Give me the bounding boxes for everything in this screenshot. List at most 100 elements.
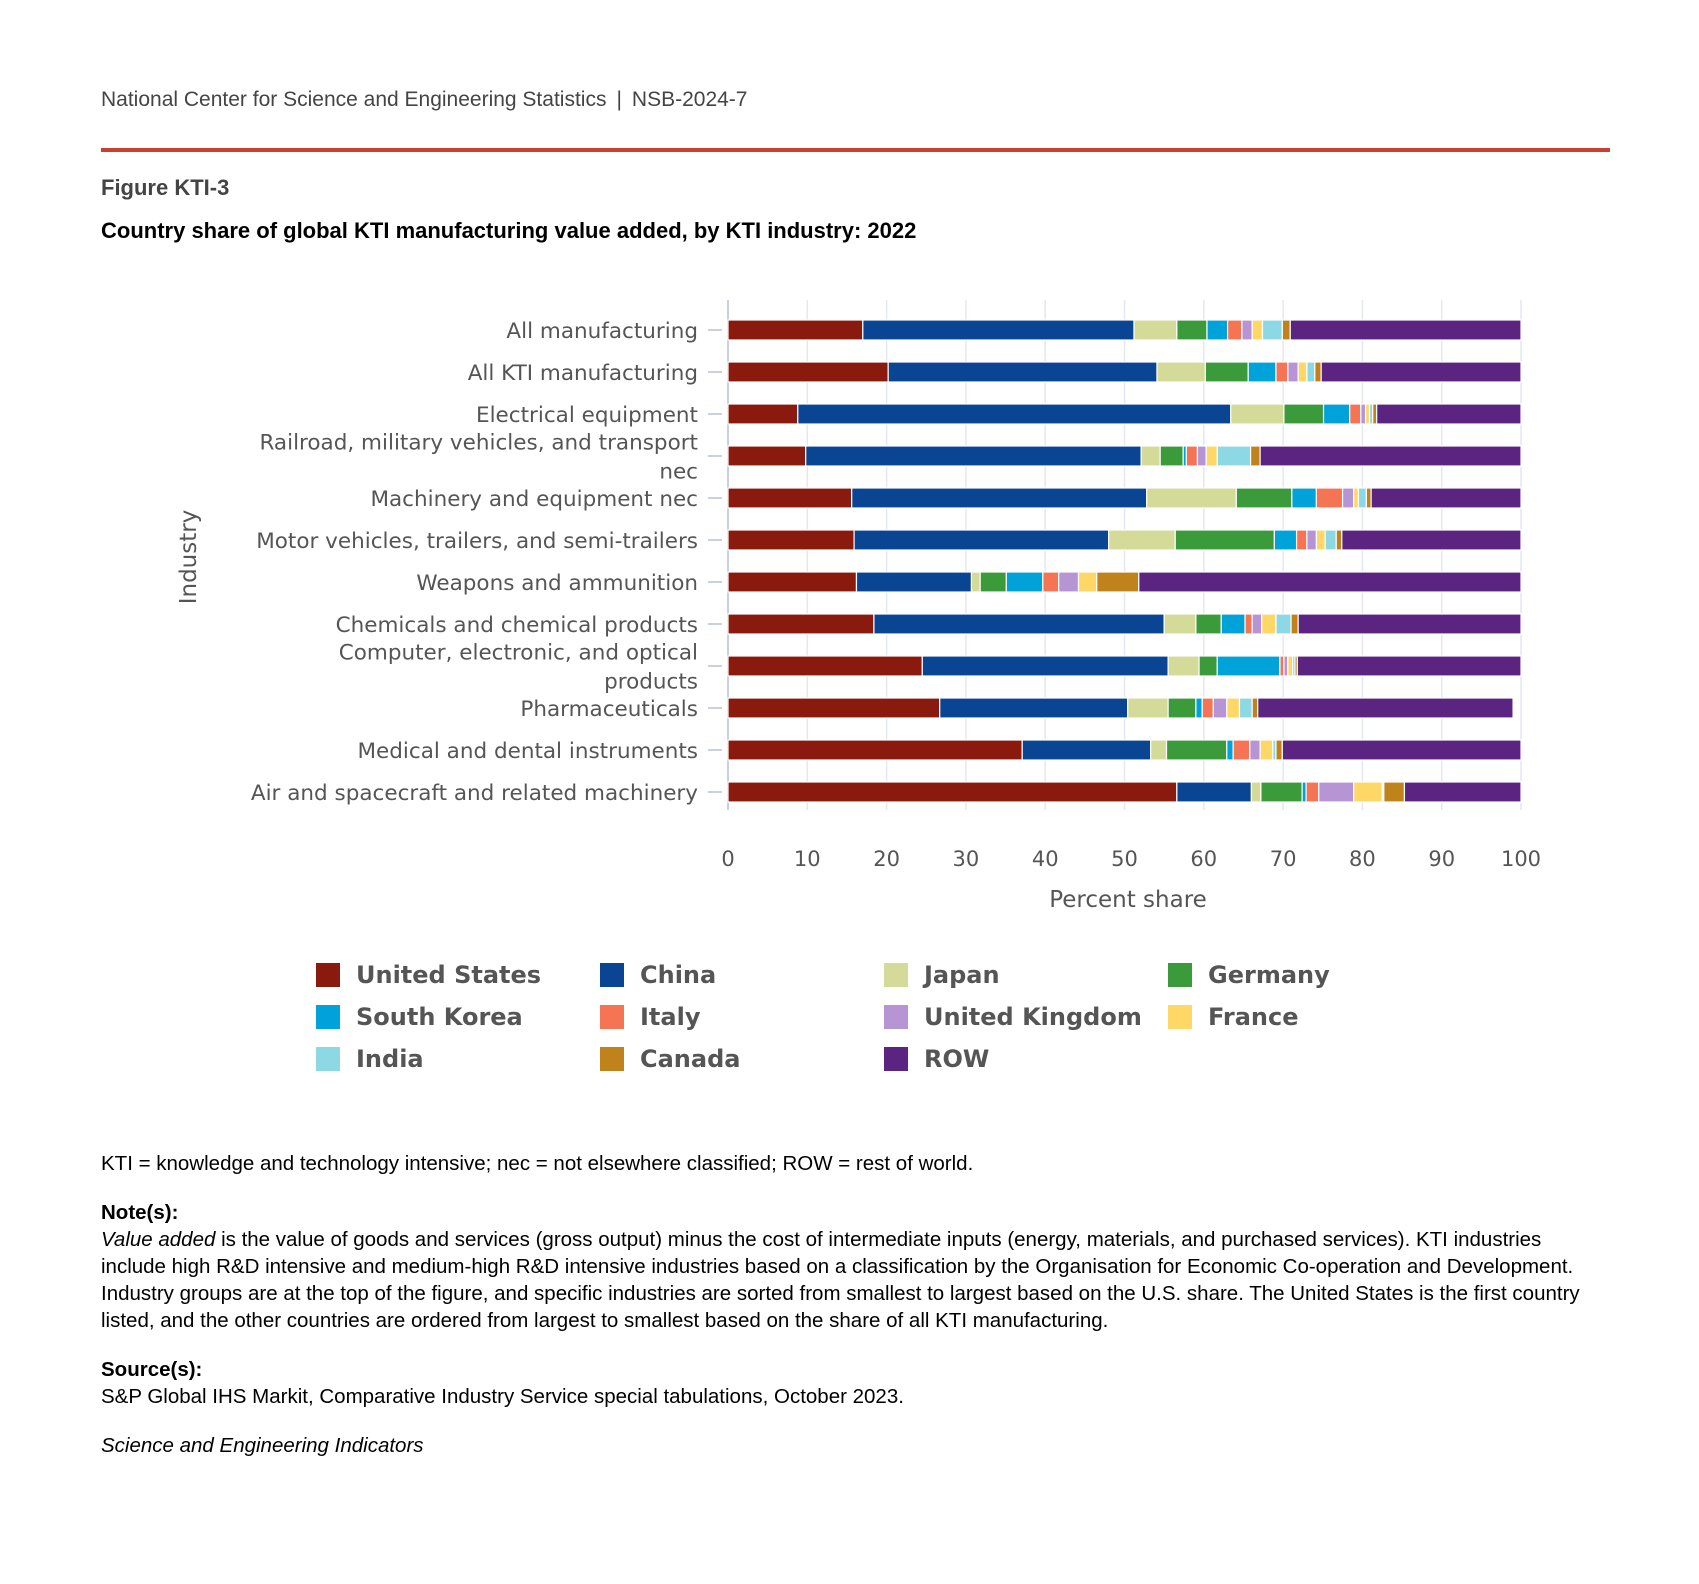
bar-segment bbox=[1376, 403, 1522, 425]
bar-segment bbox=[1244, 613, 1253, 635]
bar-segment bbox=[1259, 445, 1522, 467]
bar-segment bbox=[1314, 361, 1322, 383]
bar-segment bbox=[851, 487, 1148, 509]
bar-segment bbox=[1295, 529, 1308, 551]
bar-segment bbox=[1159, 445, 1184, 467]
bar-segment bbox=[1138, 571, 1522, 593]
bar-segment bbox=[1403, 781, 1522, 803]
agency-name: National Center for Science and Engineer… bbox=[101, 88, 607, 111]
legend-item: China bbox=[600, 960, 716, 990]
bar-segment bbox=[1042, 571, 1060, 593]
x-tick-label: 60 bbox=[1190, 847, 1217, 871]
y-tick-label: products bbox=[604, 670, 698, 695]
bar-segment bbox=[1251, 697, 1259, 719]
note-text: is the value of goods and services (gros… bbox=[101, 1228, 1580, 1332]
legend-label: Italy bbox=[640, 1003, 701, 1031]
bar-segment bbox=[855, 571, 973, 593]
legend-item: South Korea bbox=[316, 1002, 523, 1032]
bar-segment bbox=[805, 445, 1142, 467]
bar-segment bbox=[727, 487, 853, 509]
bar-segment bbox=[727, 739, 1023, 761]
legend-item: Canada bbox=[600, 1044, 740, 1074]
header-rule bbox=[101, 148, 1610, 152]
legend-item: Germany bbox=[1168, 960, 1330, 990]
note-heading: Note(s): bbox=[101, 1201, 179, 1224]
bar-segment bbox=[1235, 487, 1293, 509]
bar-segment bbox=[1306, 361, 1316, 383]
legend-swatch bbox=[316, 963, 340, 987]
legend-label: India bbox=[356, 1045, 424, 1073]
publication-name: Science and Engineering Indicators bbox=[101, 1432, 1611, 1459]
note-body: Value added is the value of goods and se… bbox=[101, 1226, 1611, 1334]
bar-segment bbox=[1226, 739, 1234, 761]
bar-segment bbox=[1174, 529, 1275, 551]
bar-segment bbox=[1241, 319, 1253, 341]
legend-item: ROW bbox=[884, 1044, 989, 1074]
grid-lines bbox=[708, 300, 1522, 810]
bar-segment bbox=[1257, 697, 1514, 719]
bar-segment bbox=[1058, 571, 1080, 593]
legend-swatch bbox=[316, 1005, 340, 1029]
bar-segment bbox=[1195, 613, 1222, 635]
legend-item: Japan bbox=[884, 960, 1000, 990]
bar-segment bbox=[797, 403, 1232, 425]
bar-segment bbox=[727, 403, 799, 425]
bar-segment bbox=[1291, 487, 1318, 509]
legend-item: France bbox=[1168, 1002, 1298, 1032]
bar-segment bbox=[1247, 361, 1277, 383]
y-tick-label: All KTI manufacturing bbox=[468, 361, 698, 386]
bar-segment bbox=[1273, 529, 1298, 551]
report-id: NSB-2024-7 bbox=[631, 88, 748, 111]
bar-segment bbox=[1322, 403, 1351, 425]
bar-segment bbox=[1261, 319, 1283, 341]
figure-label: Figure KTI-3 bbox=[101, 175, 230, 200]
bar-segment bbox=[1140, 445, 1161, 467]
bar-segment bbox=[1204, 361, 1249, 383]
bar-segment bbox=[727, 445, 807, 467]
x-tick-label: 100 bbox=[1501, 847, 1541, 871]
stacked-bar-chart: All manufacturing All KTI manufacturing El… bbox=[176, 300, 1541, 913]
legend-label: France bbox=[1208, 1003, 1299, 1031]
x-tick-label: 10 bbox=[794, 847, 821, 871]
x-tick-label: 0 bbox=[721, 847, 734, 871]
y-tick-label: Pharmaceuticals bbox=[520, 697, 698, 722]
y-tick-label: Computer, electronic, and optical bbox=[339, 641, 698, 666]
bar-segment bbox=[1005, 571, 1044, 593]
bar-segment bbox=[1021, 739, 1152, 761]
legend-label: South Korea bbox=[356, 1003, 523, 1031]
bar-segment bbox=[979, 571, 1007, 593]
legend-swatch bbox=[316, 1047, 340, 1071]
abbreviations-note: KTI = knowledge and technology intensive… bbox=[101, 1152, 974, 1175]
legend-item: United Kingdom bbox=[884, 1002, 1142, 1032]
bar-segment bbox=[1201, 697, 1214, 719]
bar-segment bbox=[1167, 655, 1200, 677]
y-axis-title: Industry bbox=[176, 510, 202, 605]
bar-segment bbox=[727, 361, 889, 383]
legend-label: Japan bbox=[924, 961, 1000, 989]
bar-segment bbox=[1281, 319, 1291, 341]
bar-segment bbox=[1212, 697, 1228, 719]
y-tick-label: Machinery and equipment nec bbox=[370, 487, 698, 512]
bar-segment bbox=[1216, 655, 1281, 677]
y-tick-label: Railroad, military vehicles, and transpo… bbox=[259, 431, 698, 456]
publication-title: Science and Engineering Indicators bbox=[101, 1434, 424, 1457]
bar-segment bbox=[1226, 319, 1243, 341]
bar-segment bbox=[921, 655, 1169, 677]
bar-segment bbox=[1176, 319, 1208, 341]
y-tick-label: nec bbox=[659, 460, 698, 485]
bar-segment bbox=[1287, 361, 1299, 383]
bar-segment bbox=[1096, 571, 1140, 593]
bar-segment bbox=[1163, 613, 1197, 635]
bar-segment bbox=[1230, 403, 1285, 425]
legend-label: United States bbox=[356, 961, 542, 989]
bar-segment bbox=[1226, 697, 1241, 719]
bar-segment bbox=[1287, 655, 1294, 677]
bar-segment bbox=[1296, 655, 1522, 677]
bar-segment bbox=[1259, 739, 1274, 761]
legend-swatch bbox=[600, 963, 624, 987]
bar-segment bbox=[1185, 445, 1199, 467]
bar-segment bbox=[1315, 529, 1326, 551]
bar-segment bbox=[1320, 361, 1522, 383]
legend-label: United Kingdom bbox=[924, 1003, 1142, 1031]
legend-swatch bbox=[884, 963, 908, 987]
